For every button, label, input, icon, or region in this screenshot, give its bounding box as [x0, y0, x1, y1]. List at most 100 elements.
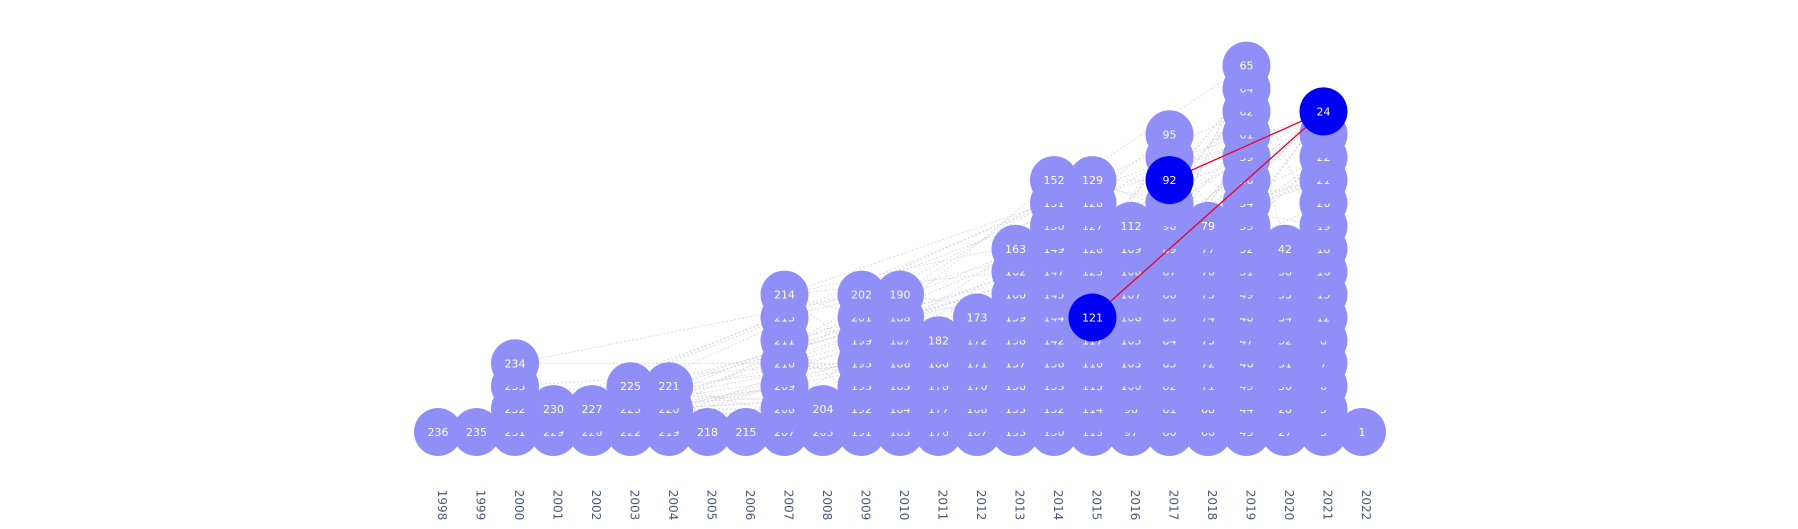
node-225[interactable]: 225	[606, 362, 655, 411]
node-marker[interactable]	[1107, 201, 1155, 250]
x-tick-label: 2001	[551, 490, 565, 521]
node-marker[interactable]	[953, 293, 1001, 342]
node-marker[interactable]	[914, 316, 963, 365]
node-label: 129	[1082, 174, 1103, 187]
node-marker[interactable]	[452, 408, 501, 456]
node-label: 218	[697, 426, 718, 439]
node-marker[interactable]	[414, 408, 462, 456]
node-marker[interactable]	[991, 224, 1040, 273]
node-marker[interactable]	[1261, 224, 1309, 273]
node-204[interactable]: 204	[799, 385, 847, 434]
node-label: 112	[1121, 220, 1142, 233]
node-marker-highlighted[interactable]	[1068, 293, 1117, 342]
node-marker[interactable]	[722, 408, 770, 456]
node-label: 215	[736, 426, 757, 439]
node-marker[interactable]	[876, 270, 924, 319]
highlighted-nodes-layer: 121 92 24	[1068, 87, 1348, 342]
node-label: 95	[1163, 128, 1177, 141]
node-182[interactable]: 182	[914, 316, 963, 365]
x-tick-label: 2017	[1167, 490, 1181, 521]
node-215[interactable]: 215	[722, 408, 770, 456]
node-marker[interactable]	[837, 270, 886, 319]
node-label: 92	[1163, 174, 1177, 187]
node-marker[interactable]	[606, 362, 655, 411]
x-tick-label: 2014	[1051, 490, 1065, 521]
node-label: 221	[659, 380, 680, 393]
citation-edge	[899, 65, 1247, 295]
node-marker[interactable]	[1030, 156, 1078, 205]
node-marker[interactable]	[1068, 156, 1117, 205]
x-tick-label: 2011	[936, 490, 950, 521]
x-tick-label: 2020	[1282, 490, 1296, 521]
x-tick-label: 2000	[512, 490, 526, 521]
node-173[interactable]: 173	[953, 293, 1001, 342]
x-tick-label: 2006	[743, 490, 757, 521]
x-tick-label: 2005	[705, 490, 719, 521]
node-92-highlighted[interactable]: 92	[1145, 156, 1194, 205]
node-marker-highlighted[interactable]	[1145, 156, 1194, 205]
node-163[interactable]: 163	[991, 224, 1040, 273]
node-235[interactable]: 235	[452, 408, 501, 456]
highlight-edges-layer	[1092, 110, 1324, 318]
node-marker[interactable]	[799, 385, 847, 434]
node-marker[interactable]	[491, 339, 539, 388]
highlight-edge-24-92	[1169, 110, 1324, 181]
node-65[interactable]: 65	[1222, 41, 1271, 90]
node-label: 1	[1359, 426, 1366, 439]
x-tick-label: 2008	[820, 490, 834, 521]
node-112[interactable]: 112	[1107, 201, 1155, 250]
node-121-highlighted[interactable]: 121	[1068, 293, 1117, 342]
node-label: 152	[1044, 174, 1065, 187]
node-label: 163	[1005, 243, 1026, 256]
citation-edge	[1130, 202, 1324, 295]
x-tick-label: 2003	[628, 490, 642, 521]
node-152[interactable]: 152	[1030, 156, 1078, 205]
x-tick-label: 2016	[1128, 490, 1142, 521]
node-79[interactable]: 79	[1184, 201, 1232, 250]
node-marker[interactable]	[760, 270, 809, 319]
x-tick-label: 2012	[974, 490, 988, 521]
node-95[interactable]: 95	[1145, 110, 1194, 159]
node-label: 173	[967, 312, 988, 325]
node-marker[interactable]	[683, 408, 732, 456]
node-marker[interactable]	[1145, 110, 1194, 159]
node-190[interactable]: 190	[876, 270, 924, 319]
node-24-highlighted[interactable]: 24	[1299, 87, 1348, 136]
node-marker[interactable]	[568, 385, 616, 434]
node-marker[interactable]	[1184, 201, 1232, 250]
x-tick-label: 2021	[1321, 490, 1335, 521]
node-1[interactable]: 1	[1338, 408, 1386, 456]
node-label: 235	[466, 426, 487, 439]
x-tick-label: 2019	[1244, 490, 1258, 521]
x-tick-label: 2018	[1205, 490, 1219, 521]
x-tick-label: 2013	[1013, 490, 1027, 521]
node-230[interactable]: 230	[529, 385, 578, 434]
node-234[interactable]: 234	[491, 339, 539, 388]
node-marker-highlighted[interactable]	[1299, 87, 1348, 136]
x-tick-label: 2002	[589, 490, 603, 521]
node-202[interactable]: 202	[837, 270, 886, 319]
x-tick-label: 1998	[435, 490, 449, 521]
node-marker[interactable]	[1222, 41, 1271, 90]
node-label: 234	[505, 357, 526, 370]
node-label: 225	[620, 380, 641, 393]
x-tick-label: 2009	[859, 490, 873, 521]
node-marker[interactable]	[645, 362, 693, 411]
node-42[interactable]: 42	[1261, 224, 1309, 273]
node-label: 204	[813, 403, 834, 416]
node-marker[interactable]	[1338, 408, 1386, 456]
node-label: 227	[582, 403, 603, 416]
node-label: 121	[1082, 312, 1103, 325]
node-236[interactable]: 236	[414, 408, 462, 456]
node-227[interactable]: 227	[568, 385, 616, 434]
node-218[interactable]: 218	[683, 408, 732, 456]
node-129[interactable]: 129	[1068, 156, 1117, 205]
node-label: 24	[1317, 105, 1331, 118]
node-221[interactable]: 221	[645, 362, 693, 411]
node-label: 230	[543, 403, 564, 416]
node-214[interactable]: 214	[760, 270, 809, 319]
node-label: 65	[1240, 60, 1254, 73]
x-tick-label: 1999	[474, 490, 488, 521]
node-marker[interactable]	[529, 385, 578, 434]
